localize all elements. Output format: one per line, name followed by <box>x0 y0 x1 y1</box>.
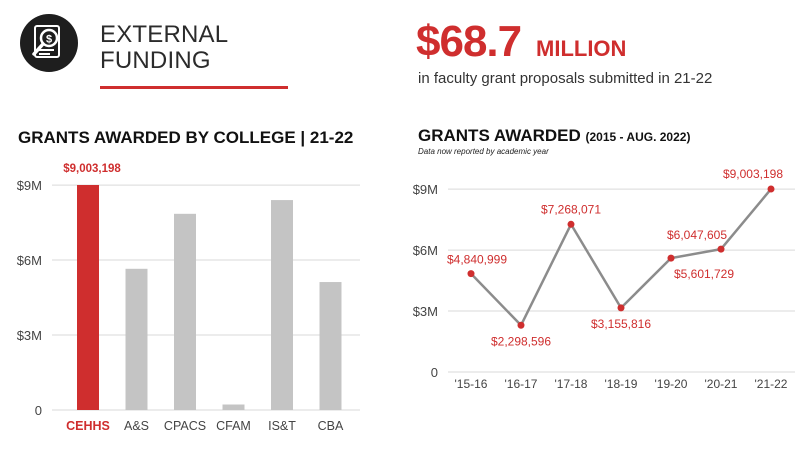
bar-ytick-label: $6M <box>17 253 42 268</box>
line-data-label: $2,298,596 <box>491 334 551 348</box>
bar-category-label: A&S <box>124 419 149 433</box>
bar-category-label: CEHHS <box>66 419 110 433</box>
line-category-label: '20-21 <box>705 377 738 391</box>
line-category-label: '16-17 <box>505 377 538 391</box>
stat-unit: MILLION <box>536 36 627 61</box>
line-point <box>517 321 525 329</box>
line-ytick-label: $3M <box>413 304 438 319</box>
bar <box>271 200 293 410</box>
bar-category-label: CPACS <box>164 419 206 433</box>
line-category-label: '19-20 <box>655 377 688 391</box>
bar-category-label: CBA <box>318 419 344 433</box>
line-ytick-label: 0 <box>431 365 438 380</box>
bar-ytick-label: $9M <box>17 178 42 193</box>
stat-value: $68.7 <box>416 17 522 66</box>
bar <box>174 213 196 410</box>
logo-circle: $ <box>20 14 78 72</box>
line-point <box>467 270 475 278</box>
line-point <box>717 245 725 253</box>
header-title-line2: FUNDING <box>100 47 211 74</box>
line-category-label: '21-22 <box>755 377 788 391</box>
line-category-label: '18-19 <box>605 377 638 391</box>
line-data-label: $9,003,198 <box>723 167 783 181</box>
line-ytick-label: $6M <box>413 243 438 258</box>
line-data-label: $5,601,729 <box>674 267 734 281</box>
bar <box>222 404 245 410</box>
line-chart-title: GRANTS AWARDED (2015 - AUG. 2022) <box>418 126 690 146</box>
header-title: EXTERNAL FUNDING <box>100 22 228 74</box>
line-chart-note: Data now reported by academic year <box>418 147 549 156</box>
bar <box>125 268 148 410</box>
bar <box>77 185 99 410</box>
line-category-label: '15-16 <box>455 377 488 391</box>
line-chart-subtitle: (2015 - AUG. 2022) <box>585 130 691 144</box>
bar <box>319 282 342 410</box>
bar-category-label: IS&T <box>268 419 296 433</box>
bar-ytick-label: 0 <box>35 403 42 418</box>
line-data-label: $4,840,999 <box>447 253 507 267</box>
line-point <box>667 254 675 262</box>
bar-category-label: CFAM <box>216 419 251 433</box>
line-data-label: $6,047,605 <box>667 228 727 242</box>
line-data-label: $7,268,071 <box>541 202 601 216</box>
bar-data-label: $9,003,198 <box>63 163 121 175</box>
header-title-line1: EXTERNAL <box>100 21 229 48</box>
line-point <box>567 220 575 228</box>
stat-description: in faculty grant proposals submitted in … <box>418 70 713 87</box>
line-chart-title-main: GRANTS AWARDED <box>418 126 581 145</box>
line-ytick-label: $9M <box>413 182 438 197</box>
document-dollar-magnifier-icon: $ <box>32 25 60 58</box>
svg-text:$: $ <box>46 34 52 46</box>
line-data-label: $3,155,816 <box>591 317 651 331</box>
line-point <box>767 185 775 193</box>
header-underline <box>100 86 288 89</box>
bar-ytick-label: $3M <box>17 328 42 343</box>
line-category-label: '17-18 <box>555 377 588 391</box>
bar-chart-title: GRANTS AWARDED BY COLLEGE | 21-22 <box>18 128 354 147</box>
line-point <box>617 304 625 312</box>
